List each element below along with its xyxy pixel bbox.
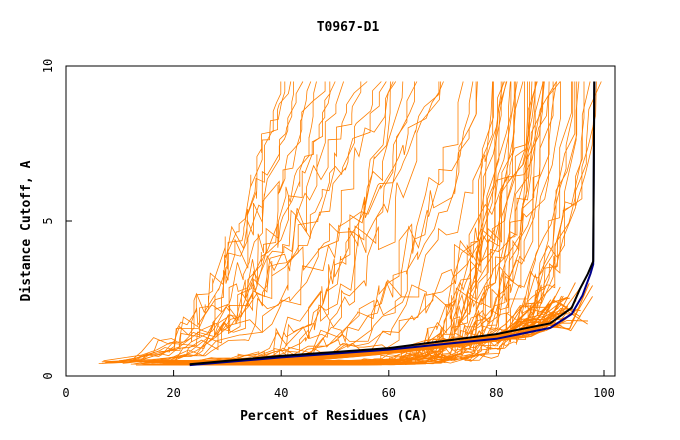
model-curve: [210, 81, 528, 362]
x-tick-label: 60: [382, 386, 396, 400]
model-curve: [104, 81, 295, 364]
x-tick-label: 0: [62, 386, 69, 400]
x-axis-label: Percent of Residues (CA): [240, 409, 428, 424]
x-tick-label: 40: [274, 386, 288, 400]
model-curve: [189, 81, 478, 364]
model-curve: [222, 81, 508, 362]
x-tick-label: 80: [489, 386, 503, 400]
x-tick-label: 20: [166, 386, 180, 400]
model-curve: [176, 81, 515, 364]
highlight-curve-2: [189, 81, 596, 366]
model-curve: [133, 81, 362, 365]
model-curve: [151, 81, 317, 364]
model-curve: [116, 81, 312, 362]
model-curve: [130, 81, 282, 362]
chart-title: T0967-D1: [317, 20, 380, 35]
y-tick-label: 0: [41, 372, 55, 379]
y-axis-label: Distance Cutoff, A: [19, 160, 34, 301]
model-curve: [101, 81, 387, 363]
model-curve: [148, 81, 550, 363]
model-curve: [98, 81, 368, 364]
x-tick-label: 100: [593, 386, 615, 400]
model-curve: [148, 81, 578, 362]
model-curve: [144, 81, 415, 362]
model-curve: [101, 81, 286, 364]
model-curves-layer: [98, 81, 602, 366]
model-curve: [131, 81, 440, 363]
model-curve: [160, 81, 474, 366]
model-curve: [147, 81, 331, 363]
model-curve: [140, 81, 397, 365]
model-curve: [105, 81, 444, 363]
y-tick-label: 5: [41, 217, 55, 224]
model-curve: [135, 81, 326, 365]
model-curve: [122, 81, 292, 364]
highlight-curve-1: [189, 81, 596, 367]
model-curve: [118, 81, 304, 361]
highlight-curves-layer: [189, 81, 596, 367]
axis-ticks: 0 20 40 60 80 100 0 5 10: [41, 59, 615, 400]
y-tick-label: 10: [41, 59, 55, 73]
model-curve: [152, 81, 544, 366]
model-curve: [103, 81, 382, 362]
